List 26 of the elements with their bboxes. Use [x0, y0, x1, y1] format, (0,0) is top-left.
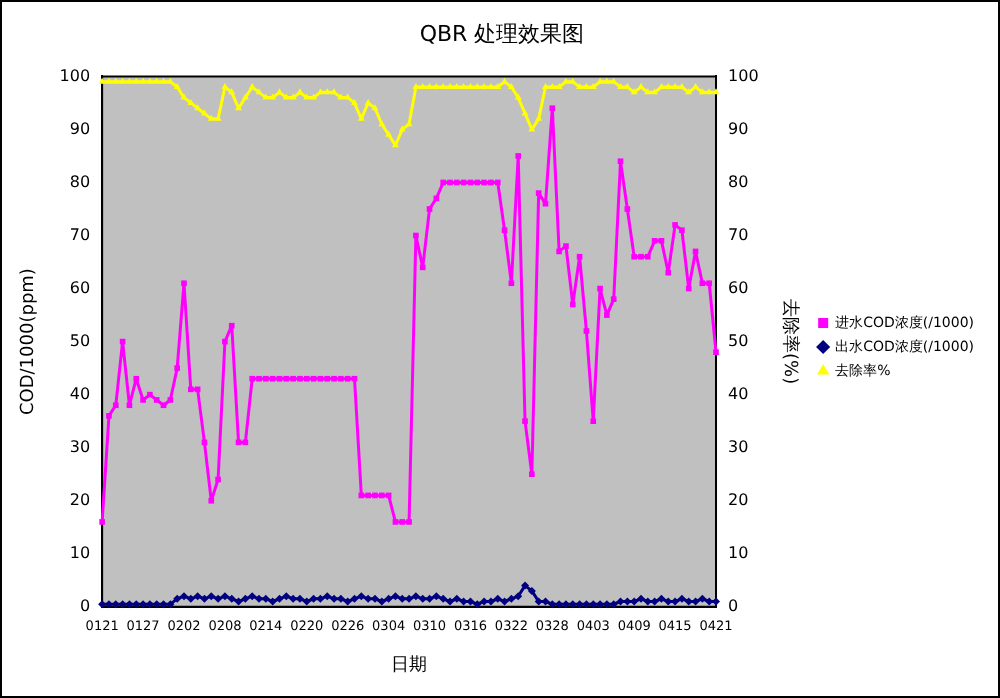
y2-axis-title: 去除率(%) — [778, 299, 801, 385]
y2-tick-label: 50 — [728, 331, 749, 350]
y2-tick-label: 60 — [728, 278, 749, 297]
chart-title: QBR 处理效果图 — [419, 20, 585, 47]
y2-tick-label: 80 — [728, 172, 749, 191]
y-tick-label: 0 — [79, 596, 91, 615]
y2-tick-label: 0 — [728, 596, 739, 615]
y-tick-label: 50 — [69, 331, 91, 350]
y2-tick-label: 90 — [728, 119, 749, 138]
y2-tick-label: 70 — [728, 225, 749, 244]
y2-tick-label: 10 — [728, 543, 749, 562]
y-tick-label: 10 — [69, 543, 91, 562]
y-tick-label: 80 — [69, 172, 91, 191]
y-axis-title: COD/1000(ppm) — [19, 268, 40, 416]
y-tick-label: 100 — [59, 66, 91, 85]
y2-tick-label: 100 — [728, 66, 759, 85]
y2-tick-label: 30 — [728, 437, 749, 456]
x-axis-title: 日期 — [391, 653, 428, 676]
y-tick-label: 40 — [69, 384, 91, 403]
y-tick-label: 90 — [69, 119, 91, 138]
y2-tick-label: 40 — [728, 384, 749, 403]
y-tick-label: 30 — [69, 437, 91, 456]
y-tick-label: 70 — [69, 225, 91, 244]
y-tick-label: 60 — [69, 278, 91, 297]
y-tick-label: 20 — [69, 490, 91, 509]
y2-tick-label: 20 — [728, 490, 749, 509]
